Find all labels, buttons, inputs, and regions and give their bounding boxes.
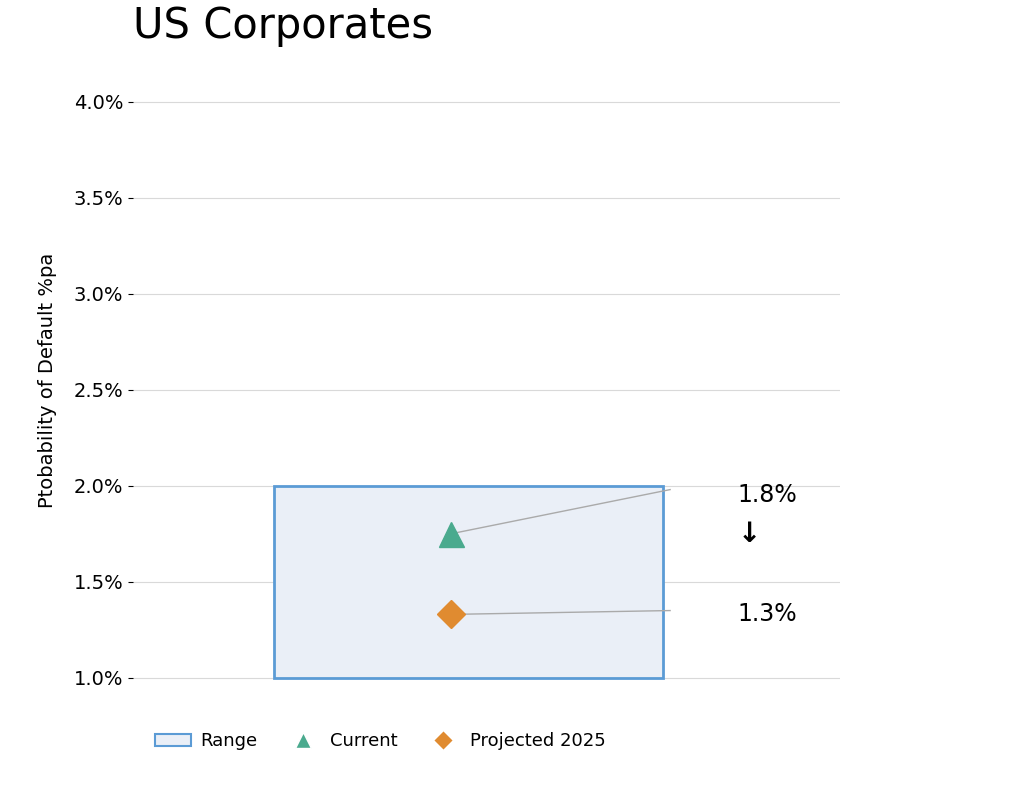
Bar xyxy=(274,485,664,678)
Legend: Range, Current, Projected 2025: Range, Current, Projected 2025 xyxy=(148,725,612,758)
Text: US Corporates: US Corporates xyxy=(133,6,433,48)
Text: ↓: ↓ xyxy=(737,520,761,548)
Text: 1.3%: 1.3% xyxy=(737,603,797,626)
Y-axis label: Ptobability of Default %pa: Ptobability of Default %pa xyxy=(38,253,57,508)
Text: 1.8%: 1.8% xyxy=(737,483,797,508)
